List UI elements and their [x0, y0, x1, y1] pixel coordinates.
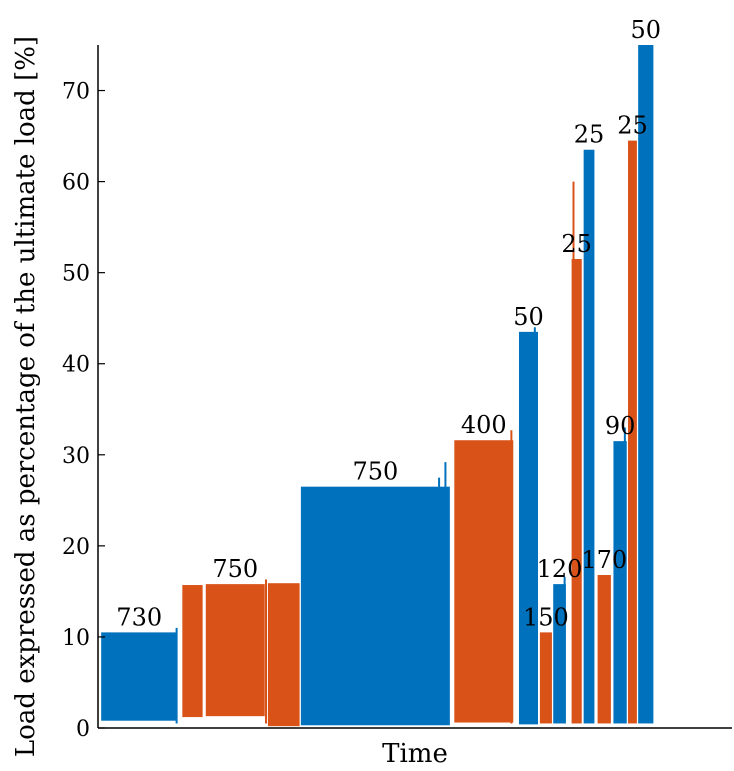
block-label-6: 50	[513, 303, 544, 331]
load-block-1	[182, 585, 203, 718]
block-label-4: 750	[352, 458, 398, 486]
load-block-8	[553, 584, 566, 724]
load-block-0	[101, 632, 178, 721]
load-block-4	[300, 486, 450, 726]
y-tick-label-4: 40	[62, 353, 90, 378]
load-block-2	[205, 584, 265, 717]
load-block-3	[267, 583, 300, 727]
y-tick-label-3: 30	[62, 444, 90, 469]
y-tick-label-1: 10	[62, 626, 90, 651]
block-label-14: 50	[631, 16, 662, 44]
block-label-11: 170	[581, 546, 627, 574]
y-axis-label: Load expressed as percentage of the ulti…	[11, 36, 41, 757]
block-label-13: 25	[617, 112, 648, 140]
load-block-13	[628, 140, 637, 724]
load-block-14	[638, 45, 654, 724]
y-tick-label-6: 60	[62, 171, 90, 196]
data-labels: 730 750 750 400 50 150 120 25 25 170 90 25 50	[116, 16, 661, 631]
block-label-9: 25	[561, 230, 592, 258]
load-block-9	[571, 259, 582, 724]
block-label-12: 90	[605, 412, 636, 440]
data-spikes	[175, 181, 626, 724]
y-tick-label-0: 0	[76, 717, 90, 742]
block-label-7: 150	[523, 603, 569, 631]
block-label-10: 25	[574, 121, 605, 149]
y-tick-label-7: 70	[62, 80, 90, 105]
load-block-10	[583, 149, 595, 724]
y-ticks: 0 10 20 30 40 50 60 70	[62, 80, 105, 742]
load-block-12	[613, 441, 627, 724]
data-blocks	[101, 45, 654, 727]
load-block-7	[539, 632, 552, 724]
block-label-5: 400	[461, 411, 507, 439]
load-block-11	[597, 575, 611, 724]
load-block-5	[454, 440, 514, 723]
block-label-0: 730	[116, 603, 162, 631]
x-axis-label: Time	[382, 739, 448, 769]
y-tick-label-2: 20	[62, 535, 90, 560]
y-tick-label-5: 50	[62, 262, 90, 287]
load-block-6	[518, 331, 538, 725]
block-label-2: 750	[212, 555, 258, 583]
block-label-8: 120	[537, 555, 583, 583]
